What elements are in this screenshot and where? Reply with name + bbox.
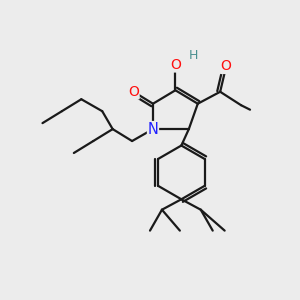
Text: H: H (189, 50, 198, 62)
Text: O: O (170, 58, 181, 72)
Text: N: N (148, 122, 158, 136)
Text: O: O (221, 59, 232, 74)
Text: O: O (128, 85, 139, 99)
